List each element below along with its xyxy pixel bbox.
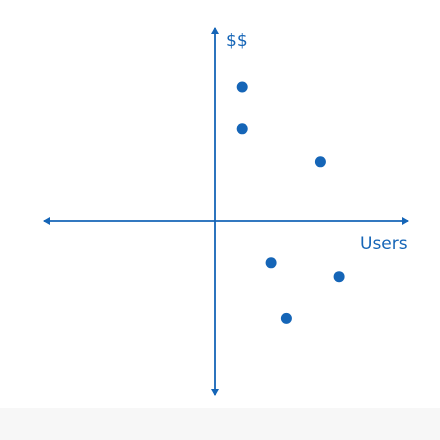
- scatter-point: [280, 312, 292, 324]
- axes: [43, 27, 409, 396]
- data-points: [236, 81, 345, 324]
- scatter-point: [333, 271, 345, 283]
- scatter-point: [314, 156, 326, 168]
- scatter-point: [265, 257, 277, 269]
- x-axis-label: Users: [360, 234, 408, 254]
- scatter-point: [236, 81, 248, 93]
- y-axis-label: $$: [226, 31, 248, 51]
- scatter-point: [236, 123, 248, 135]
- bottom-band: [0, 408, 440, 440]
